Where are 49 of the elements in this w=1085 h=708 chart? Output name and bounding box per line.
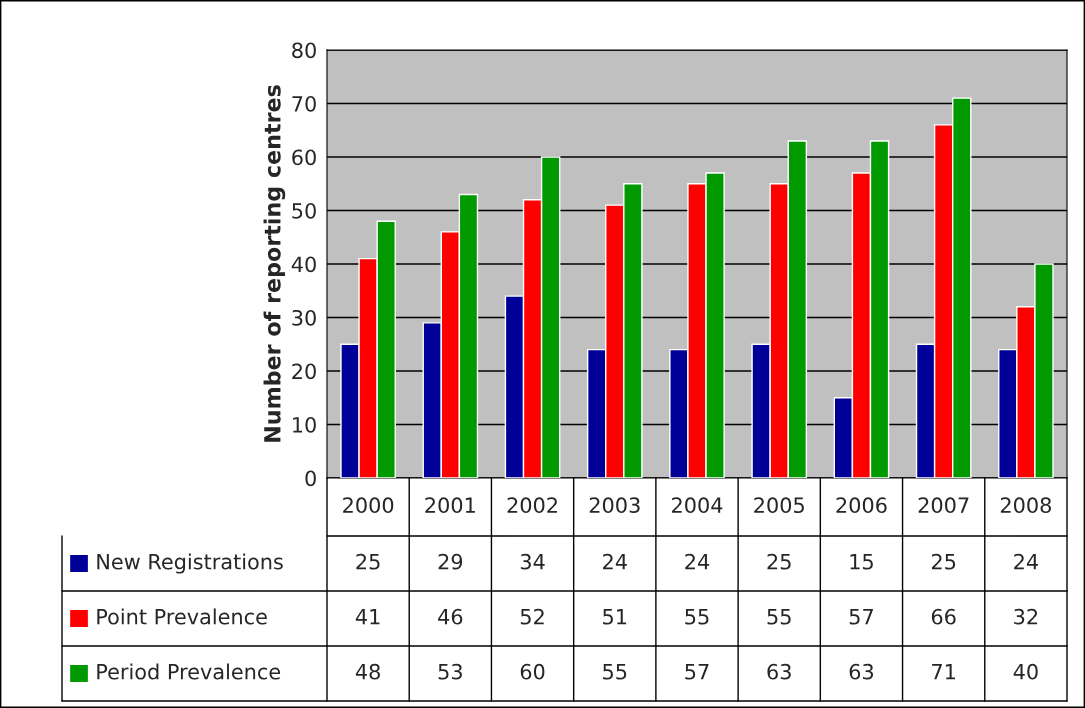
data-label: 24: [685, 553, 710, 570]
data-label: 51: [603, 609, 627, 625]
data-label: 25: [767, 553, 791, 570]
data-label: 25: [931, 553, 956, 570]
data-label: 32: [1014, 608, 1038, 625]
y-tick-label: 20: [292, 363, 316, 380]
x-tick-label: 2000: [343, 497, 394, 514]
data-label: 48: [355, 663, 380, 680]
data-label: 55: [603, 664, 627, 680]
data-label: 53: [438, 663, 462, 680]
data-label: 29: [438, 553, 463, 570]
y-axis-title: Number of reporting centres: [263, 85, 286, 442]
y-tick-label: 40: [291, 256, 316, 273]
legend-label: Period Prevalence: [97, 663, 281, 680]
x-tick-label: 2002: [507, 497, 557, 514]
y-tick-label: 10: [293, 416, 316, 433]
data-label: 57: [685, 664, 709, 680]
data-label: 52: [520, 608, 544, 625]
data-label: 63: [849, 663, 874, 680]
y-tick-label: 70: [292, 95, 316, 112]
y-tick-label: 0: [305, 470, 316, 487]
x-tick-label: 2004: [672, 497, 723, 514]
data-label: 57: [849, 609, 873, 625]
data-label: 46: [438, 608, 463, 625]
data-label: 63: [767, 663, 791, 680]
data-label: 24: [603, 553, 627, 570]
data-label: 34: [520, 553, 545, 570]
y-tick-label: 30: [292, 309, 316, 326]
x-tick-label: 2007: [918, 497, 969, 514]
data-label: 55: [767, 609, 791, 625]
data-label: 41: [355, 609, 380, 625]
legend-label: Point Prevalence: [97, 608, 267, 625]
data-label: 71: [932, 664, 955, 680]
data-label: 15: [850, 554, 873, 570]
data-label: 40: [1013, 663, 1038, 680]
data-label: 24: [1014, 553, 1038, 570]
x-tick-label: 2006: [836, 497, 887, 514]
legend-label: New Registrations: [97, 553, 283, 574]
x-tick-label: 2001: [425, 497, 475, 514]
x-tick-label: 2005: [754, 497, 804, 514]
x-tick-label: 2008: [1000, 497, 1051, 514]
data-label: 60: [520, 663, 545, 680]
data-label: 66: [931, 608, 956, 625]
y-tick-label: 80: [292, 42, 316, 59]
y-tick-label: 60: [292, 149, 316, 166]
data-label: 55: [685, 609, 709, 625]
x-tick-label: 2003: [589, 497, 640, 514]
y-tick-label: 50: [292, 202, 316, 219]
data-label: 25: [356, 553, 380, 570]
